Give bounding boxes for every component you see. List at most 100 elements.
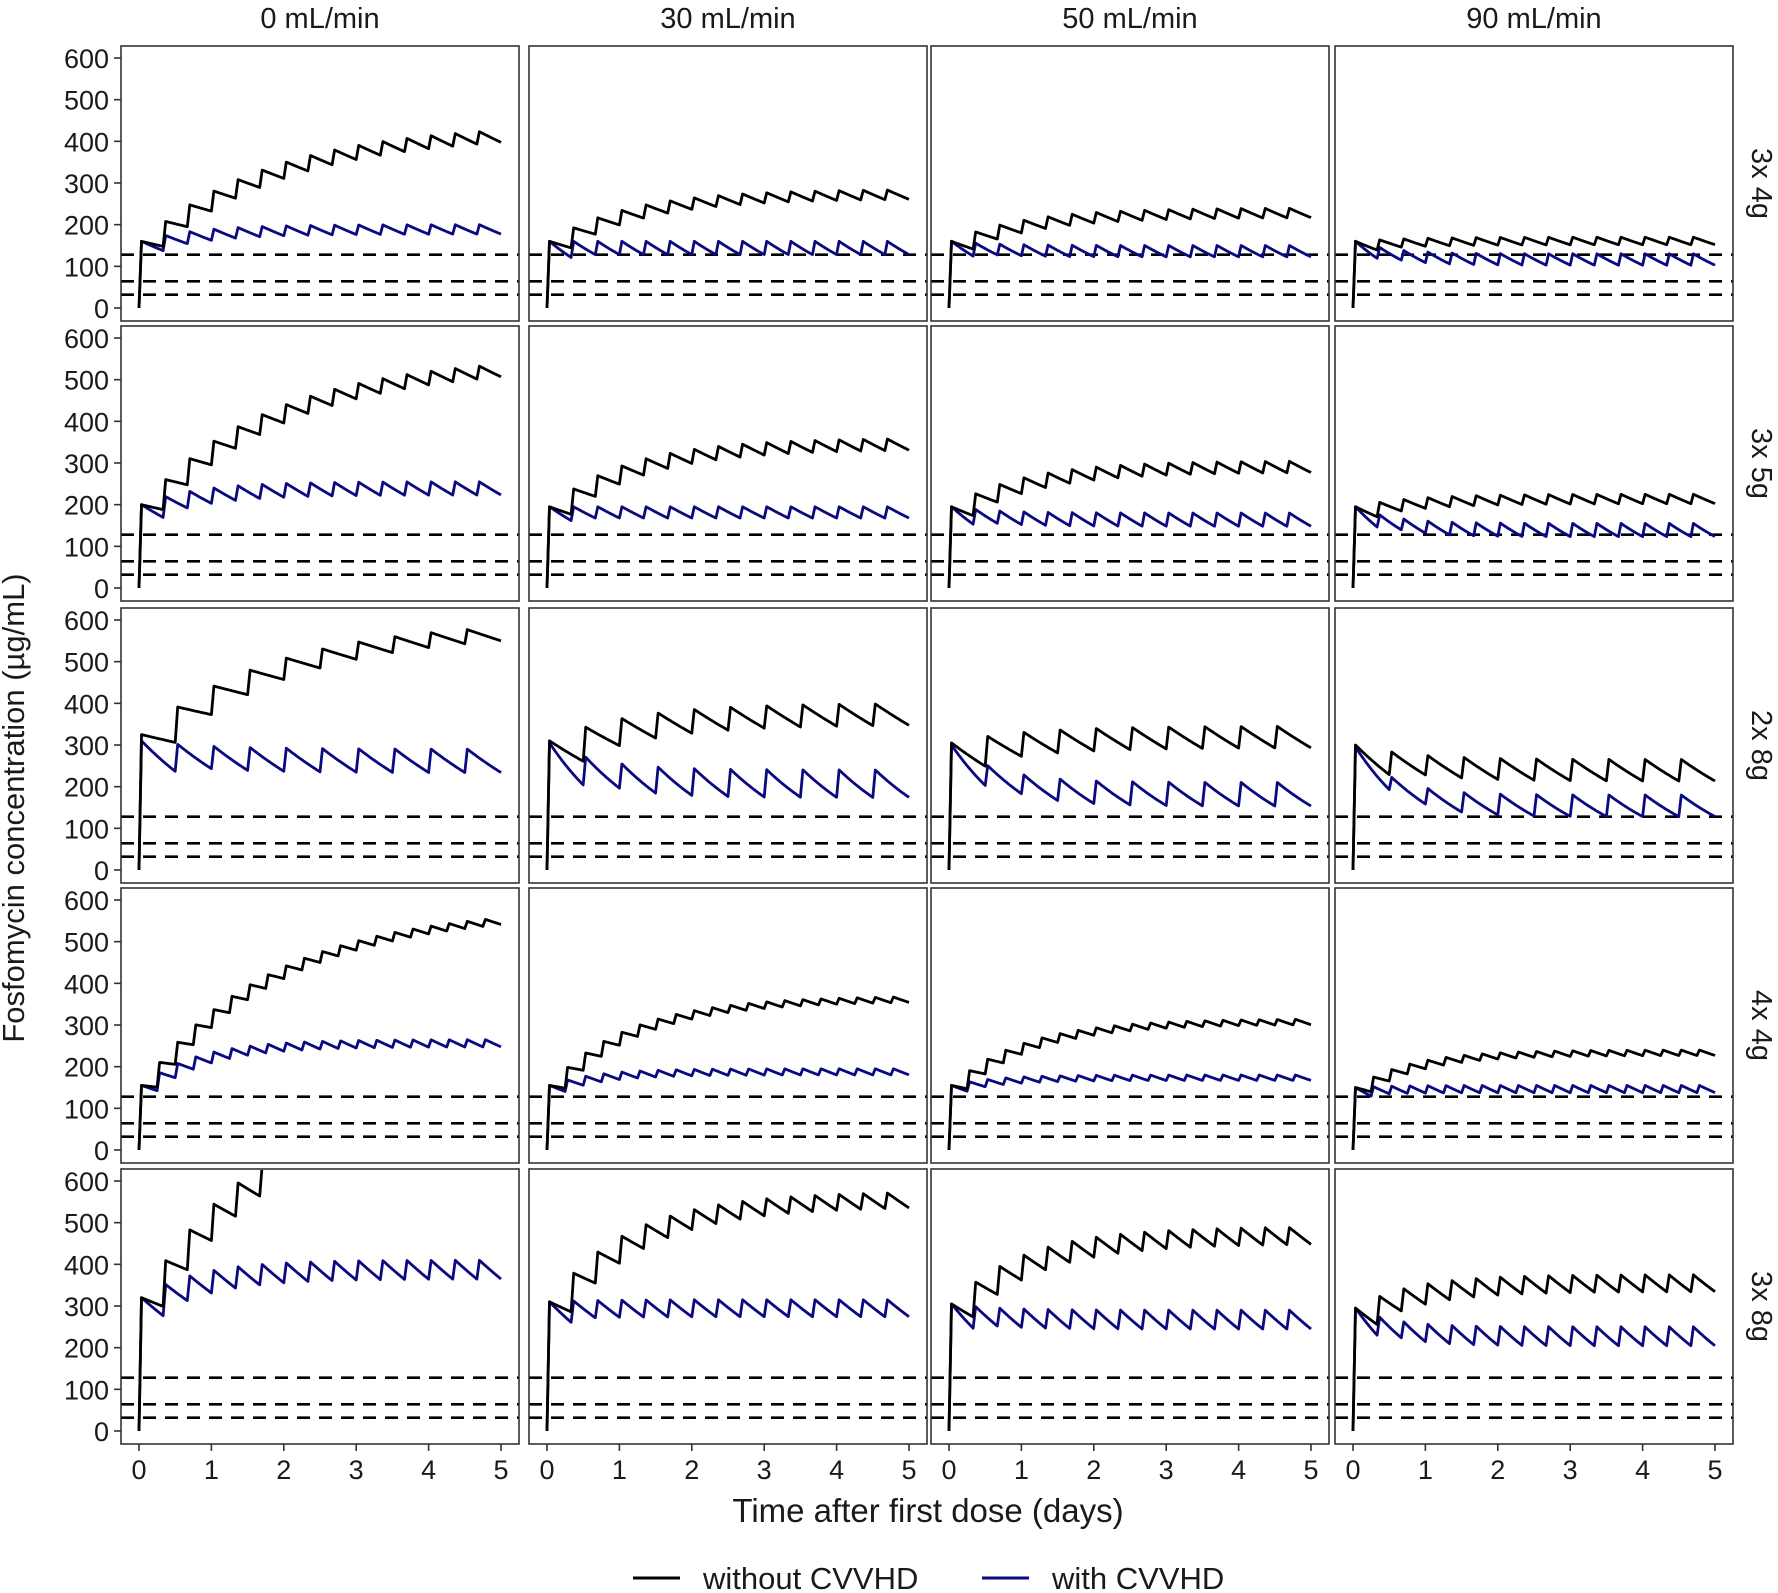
y-tick-label: 100 (64, 1375, 109, 1405)
series-without-cvvhd (1351, 1048, 1716, 1151)
series-without-cvvhd (947, 459, 1312, 589)
y-tick-label: 600 (64, 606, 109, 636)
series-with-cvvhd (545, 741, 910, 871)
panel-3x-5g-30-ml-min (528, 325, 928, 602)
y-tick-label: 500 (64, 366, 109, 396)
x-tick-label: 5 (901, 1455, 916, 1485)
row-label-3x-8g: 3x 8g (1745, 1271, 1777, 1342)
panel-frame (528, 325, 928, 602)
x-tick-label: 4 (1231, 1455, 1246, 1485)
y-tick-label: 500 (64, 1209, 109, 1239)
series-without-cvvhd (947, 725, 1312, 871)
panel-4x-4g-0-ml-min: 0 100 200 300 400 500 600 (64, 886, 520, 1166)
x-tick-label: 1 (1418, 1455, 1433, 1485)
x-tick-label: 2 (1490, 1455, 1505, 1485)
panel-frame (930, 1168, 1330, 1445)
series-with-cvvhd (137, 1258, 502, 1432)
panel-4x-4g-30-ml-min (528, 887, 928, 1164)
series-without-cvvhd (947, 1017, 1312, 1151)
y-tick-label: 600 (64, 1167, 109, 1197)
y-tick-label: 100 (64, 1094, 109, 1124)
legend-label-with-cvvhd: with CVVHD (1051, 1561, 1224, 1593)
y-tick-label: 500 (64, 86, 109, 116)
panel-frame (120, 887, 520, 1164)
x-tick-label: 2 (684, 1455, 699, 1485)
panel-frame (528, 1168, 928, 1445)
panel-3x-4g-30-ml-min (528, 45, 928, 322)
series-without-cvvhd (545, 437, 910, 589)
x-tick-label: 5 (493, 1455, 508, 1485)
panel-frame (528, 607, 928, 884)
panel-3x-4g-0-ml-min: 0 100 200 300 400 500 600 (64, 44, 520, 324)
y-tick-label: 500 (64, 648, 109, 678)
series-with-cvvhd (545, 239, 910, 309)
series-with-cvvhd (947, 505, 1312, 589)
panel-frame (930, 887, 1330, 1164)
row-label-3x-4g: 3x 4g (1745, 148, 1777, 219)
series-with-cvvhd (137, 1038, 502, 1151)
y-tick-label: 500 (64, 928, 109, 958)
panel-frame (1334, 325, 1734, 602)
series-without-cvvhd (137, 364, 502, 589)
panel-frame (1334, 607, 1734, 884)
y-tick-label: 600 (64, 44, 109, 74)
x-axis-label: Time after first dose (days) (732, 1492, 1123, 1529)
series-with-cvvhd (947, 1302, 1312, 1432)
row-label-2x-8g: 2x 8g (1745, 710, 1777, 781)
series-with-cvvhd (137, 739, 502, 871)
x-tick-label: 0 (131, 1455, 146, 1485)
x-tick-label: 0 (539, 1455, 554, 1485)
panel-3x-5g-50-ml-min (930, 325, 1330, 602)
y-tick-label: 100 (64, 532, 109, 562)
y-tick-label: 100 (64, 252, 109, 282)
x-tick-label: 3 (1159, 1455, 1174, 1485)
series-without-cvvhd (1351, 492, 1716, 589)
y-tick-label: 300 (64, 449, 109, 479)
y-tick-label: 400 (64, 407, 109, 437)
series-without-cvvhd (137, 130, 502, 309)
panel-frame (528, 45, 928, 322)
y-tick-label: 0 (94, 1417, 109, 1447)
x-tick-label: 4 (829, 1455, 844, 1485)
row-label-4x-4g: 4x 4g (1745, 990, 1777, 1061)
series-with-cvvhd (1351, 505, 1716, 589)
column-label-90-ml-min: 90 mL/min (1466, 3, 1601, 35)
panel-frame (120, 1168, 520, 1445)
y-tick-label: 0 (94, 1136, 109, 1166)
series-with-cvvhd (1351, 1306, 1716, 1432)
panel-frame (120, 45, 520, 322)
panel-3x-8g-90-ml-min: 0 1 2 3 4 5 (1334, 1168, 1734, 1485)
series-with-cvvhd (545, 1298, 910, 1432)
panel-3x-8g-50-ml-min: 0 1 2 3 4 5 (930, 1168, 1330, 1485)
x-tick-label: 1 (1014, 1455, 1029, 1485)
panel-frame (528, 887, 928, 1164)
column-label-0-ml-min: 0 mL/min (260, 3, 379, 35)
x-tick-label: 0 (1345, 1455, 1360, 1485)
y-tick-label: 0 (94, 294, 109, 324)
y-tick-label: 400 (64, 1250, 109, 1280)
series-without-cvvhd (137, 1170, 264, 1432)
legend: without CVVHD with CVVHD (633, 1561, 1224, 1593)
series-with-cvvhd (947, 239, 1312, 309)
column-label-50-ml-min: 50 mL/min (1062, 3, 1197, 35)
series-without-cvvhd (1351, 1273, 1716, 1432)
y-tick-label: 300 (64, 1011, 109, 1041)
y-tick-label: 0 (94, 574, 109, 604)
panel-2x-8g-90-ml-min (1334, 607, 1734, 884)
x-tick-label: 4 (421, 1455, 436, 1485)
row-label-3x-5g: 3x 5g (1745, 428, 1777, 499)
x-tick-label: 1 (204, 1455, 219, 1485)
x-tick-label: 3 (1563, 1455, 1578, 1485)
x-tick-label: 1 (612, 1455, 627, 1485)
panel-frame (930, 607, 1330, 884)
y-tick-label: 200 (64, 1334, 109, 1364)
series-with-cvvhd (1351, 1084, 1716, 1151)
y-tick-label: 600 (64, 886, 109, 916)
panel-frame (120, 325, 520, 602)
x-tick-label: 0 (941, 1455, 956, 1485)
series-without-cvvhd (545, 702, 910, 871)
y-tick-label: 300 (64, 1292, 109, 1322)
series-without-cvvhd (545, 1191, 910, 1432)
y-tick-label: 400 (64, 969, 109, 999)
y-tick-label: 300 (64, 731, 109, 761)
